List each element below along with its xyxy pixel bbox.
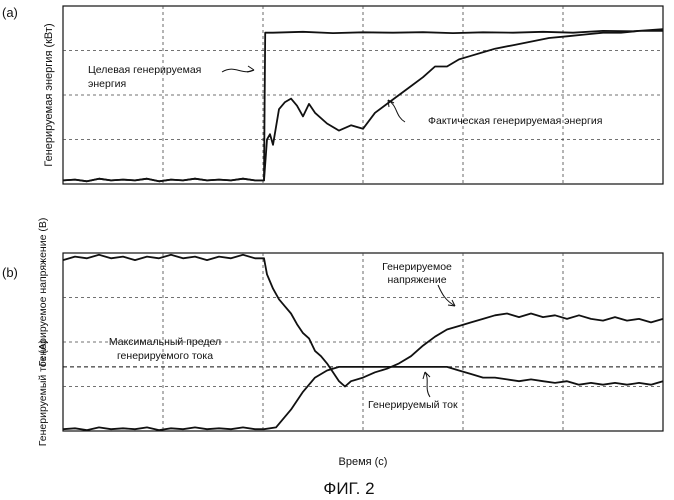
annotation-target-line2: энергия — [88, 78, 126, 90]
chart-b-ylabel-lower: Генерируемый ток (А) — [37, 340, 49, 446]
annotation-voltage-line1: Генерируемое — [382, 261, 452, 273]
figure-caption: ФИГ. 2 — [323, 479, 374, 498]
annotation-current: Генерируемый ток — [368, 399, 458, 411]
annotation-target-line1: Целевая генерируемая — [88, 64, 201, 76]
panel-label-b: (b) — [2, 265, 18, 280]
chart-a-ylabel: Генерируемая энергия (кВт) — [43, 23, 55, 166]
chart-a — [63, 6, 663, 184]
annotation-voltage-arrow — [438, 285, 455, 306]
annotation-actual-arrow — [388, 100, 405, 122]
annotation-limit-line1: Максимальный предел — [109, 336, 221, 348]
annotation-voltage-line2: напряжение — [387, 274, 446, 286]
annotation-actual: Фактическая генерируемая энергия — [428, 115, 602, 127]
chart-b-xlabel: Время (с) — [339, 456, 388, 468]
annotation-limit-line2: генерируемого тока — [117, 350, 213, 362]
panel-label-a: (a) — [2, 5, 18, 20]
